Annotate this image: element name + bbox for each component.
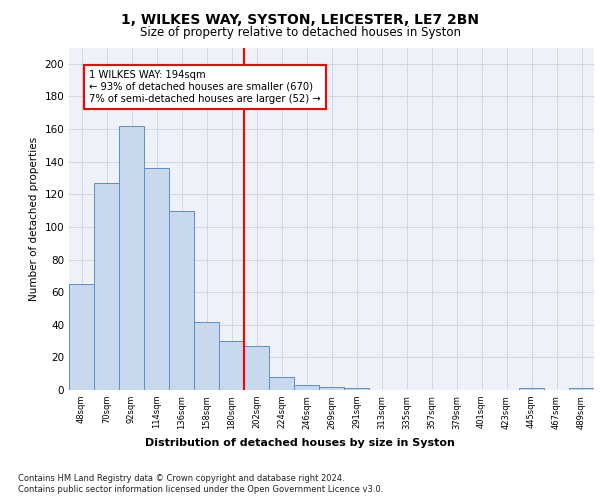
Bar (69, 284, 94, 390)
Bar (294, 385, 319, 390)
Text: 1 WILKES WAY: 194sqm
← 93% of detached houses are smaller (670)
7% of semi-detac: 1 WILKES WAY: 194sqm ← 93% of detached h… (89, 70, 320, 104)
Bar (219, 341, 244, 390)
Bar (319, 386, 344, 390)
Bar (169, 210, 194, 390)
Text: 1, WILKES WAY, SYSTON, LEICESTER, LE7 2BN: 1, WILKES WAY, SYSTON, LEICESTER, LE7 2B… (121, 12, 479, 26)
Bar (519, 388, 544, 390)
Bar (144, 168, 169, 390)
Bar (269, 377, 294, 390)
Bar (344, 388, 369, 390)
Bar (194, 322, 219, 390)
Bar (569, 388, 594, 390)
Bar (244, 346, 269, 390)
Text: Distribution of detached houses by size in Syston: Distribution of detached houses by size … (145, 438, 455, 448)
Bar (119, 126, 144, 390)
Text: Contains public sector information licensed under the Open Government Licence v3: Contains public sector information licen… (18, 485, 383, 494)
Y-axis label: Number of detached properties: Number of detached properties (29, 136, 39, 301)
Text: Size of property relative to detached houses in Syston: Size of property relative to detached ho… (139, 26, 461, 39)
Text: Contains HM Land Registry data © Crown copyright and database right 2024.: Contains HM Land Registry data © Crown c… (18, 474, 344, 483)
Bar (94, 183, 119, 390)
